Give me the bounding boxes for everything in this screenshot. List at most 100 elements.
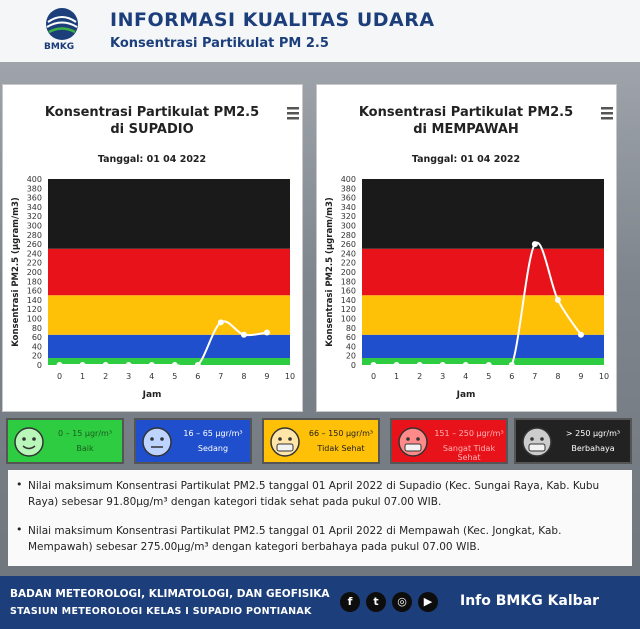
y-tick-label: 220 (341, 259, 356, 268)
y-tick-label: 40 (32, 342, 42, 351)
x-tick-label: 2 (103, 372, 108, 381)
x-tick-label: 7 (532, 372, 537, 381)
aqi-band-1 (48, 334, 290, 359)
chart-location: di MEMPAWAH (413, 122, 519, 137)
y-tick-label: 280 (341, 231, 356, 240)
series-line (59, 320, 268, 370)
page-subtitle: Konsentrasi Partikulat PM 2.5 (110, 36, 329, 51)
y-tick-label: 380 (341, 184, 356, 193)
menu-icon[interactable] (601, 107, 613, 120)
y-tick-label: 120 (27, 305, 42, 314)
chart-date: Tanggal: 01 04 2022 (412, 154, 520, 165)
youtube-icon[interactable]: ▶ (418, 592, 438, 612)
aqi-band-0 (48, 358, 290, 365)
data-point[interactable] (485, 362, 492, 368)
legend-label: Sangat Tidak Sehat (442, 444, 496, 462)
data-point[interactable] (462, 362, 469, 368)
instagram-icon[interactable]: ◎ (392, 592, 412, 612)
data-point[interactable] (102, 362, 109, 368)
data-point[interactable] (554, 296, 561, 303)
data-point[interactable] (56, 362, 63, 368)
facebook-icon[interactable]: f (340, 592, 360, 612)
menu-icon[interactable] (287, 107, 299, 120)
aqi-legend: 0 – 15 µgr/m³ Baik 16 – 65 µgr/m³ Sedang 66 … (6, 418, 634, 468)
notes-panel: • Nilai maksimum Konsentrasi Partikulat … (8, 470, 632, 566)
aqi-band-0 (362, 358, 604, 365)
x-tick-label: 1 (80, 372, 85, 381)
neutral-face-icon (142, 427, 172, 457)
y-tick-label: 180 (341, 277, 356, 286)
legend-range: 151 – 250 µgr/m³ (434, 429, 504, 438)
page-title: INFORMASI KUALITAS UDARA (110, 9, 435, 31)
aqi-band-3 (362, 248, 604, 296)
legend-label: Tidak Sehat (317, 444, 365, 453)
gasmask-face-icon (522, 427, 552, 457)
data-point[interactable] (439, 362, 446, 368)
legend-item-2: 66 – 150 µgr/m³ Tidak Sehat (262, 418, 380, 464)
y-tick-label: 200 (27, 268, 42, 277)
y-tick-label: 160 (341, 287, 356, 296)
aqi-band-2 (362, 295, 604, 335)
x-tick-label: 0 (57, 372, 62, 381)
y-tick-label: 200 (341, 268, 356, 277)
mask-face-icon (270, 427, 300, 457)
x-tick-label: 4 (149, 372, 154, 381)
chart-supadio: Konsentrasi Partikulat PM2.5 di SUPADIO Ta… (11, 105, 299, 400)
x-tick-label: 3 (440, 372, 445, 381)
data-point[interactable] (148, 362, 155, 368)
y-tick-label: 340 (27, 203, 42, 212)
x-tick-label: 2 (417, 372, 422, 381)
data-point[interactable] (531, 241, 538, 248)
data-point[interactable] (171, 362, 178, 368)
y-tick-label: 260 (341, 240, 356, 249)
y-tick-label: 100 (341, 315, 356, 324)
y-tick-label: 400 (27, 175, 42, 184)
x-tick-label: 8 (241, 372, 246, 381)
data-point[interactable] (416, 362, 423, 368)
header: BMKG INFORMASI KUALITAS UDARA Konsentras… (0, 0, 640, 62)
aqi-band-2 (48, 295, 290, 335)
aqi-band-1 (362, 334, 604, 359)
data-point[interactable] (194, 362, 201, 368)
x-tick-label: 9 (578, 372, 583, 381)
y-tick-label: 340 (341, 203, 356, 212)
data-point[interactable] (217, 319, 224, 326)
legend-range: 0 – 15 µgr/m³ (57, 429, 113, 438)
x-tick-label: 5 (486, 372, 491, 381)
aqi-band-3 (48, 248, 290, 296)
chart-title: Konsentrasi Partikulat PM2.5 (45, 105, 259, 120)
x-tick-label: 10 (285, 372, 295, 381)
data-point[interactable] (577, 331, 584, 338)
data-point[interactable] (370, 362, 377, 368)
y-tick-label: 60 (32, 333, 42, 342)
data-point[interactable] (79, 362, 86, 368)
twitter-icon[interactable]: t (366, 592, 386, 612)
y-tick-label: 120 (341, 305, 356, 314)
note-bullet: • (16, 523, 23, 536)
data-point[interactable] (263, 329, 270, 336)
y-tick-label: 20 (32, 352, 42, 361)
footer-handle: Info BMKG Kalbar (460, 593, 600, 609)
legend-item-4: > 250 µgr/m³ Berbahaya (514, 418, 632, 464)
y-tick-label: 0 (351, 361, 356, 370)
x-tick-label: 8 (555, 372, 560, 381)
y-tick-label: 60 (346, 333, 356, 342)
legend-item-3: 151 – 250 µgr/m³ Sangat Tidak Sehat (390, 418, 508, 464)
x-tick-label: 5 (172, 372, 177, 381)
x-tick-label: 9 (264, 372, 269, 381)
y-tick-label: 160 (27, 287, 42, 296)
y-tick-label: 240 (341, 249, 356, 258)
y-tick-label: 240 (27, 249, 42, 258)
footer-station: STASIUN METEOROLOGI KELAS I SUPADIO PONT… (10, 606, 312, 617)
y-tick-label: 320 (27, 212, 42, 221)
data-point[interactable] (240, 331, 247, 338)
chart-card-supadio: Konsentrasi Partikulat PM2.5 di SUPADIO Ta… (2, 84, 303, 412)
data-point[interactable] (508, 362, 515, 368)
legend-item-0: 0 – 15 µgr/m³ Baik (6, 418, 124, 464)
aqi-band-4 (48, 179, 290, 249)
legend-label: Sedang (197, 444, 229, 453)
data-point[interactable] (393, 362, 400, 368)
data-point[interactable] (125, 362, 132, 368)
y-tick-label: 320 (341, 212, 356, 221)
legend-item-1: 16 – 65 µgr/m³ Sedang (134, 418, 252, 464)
